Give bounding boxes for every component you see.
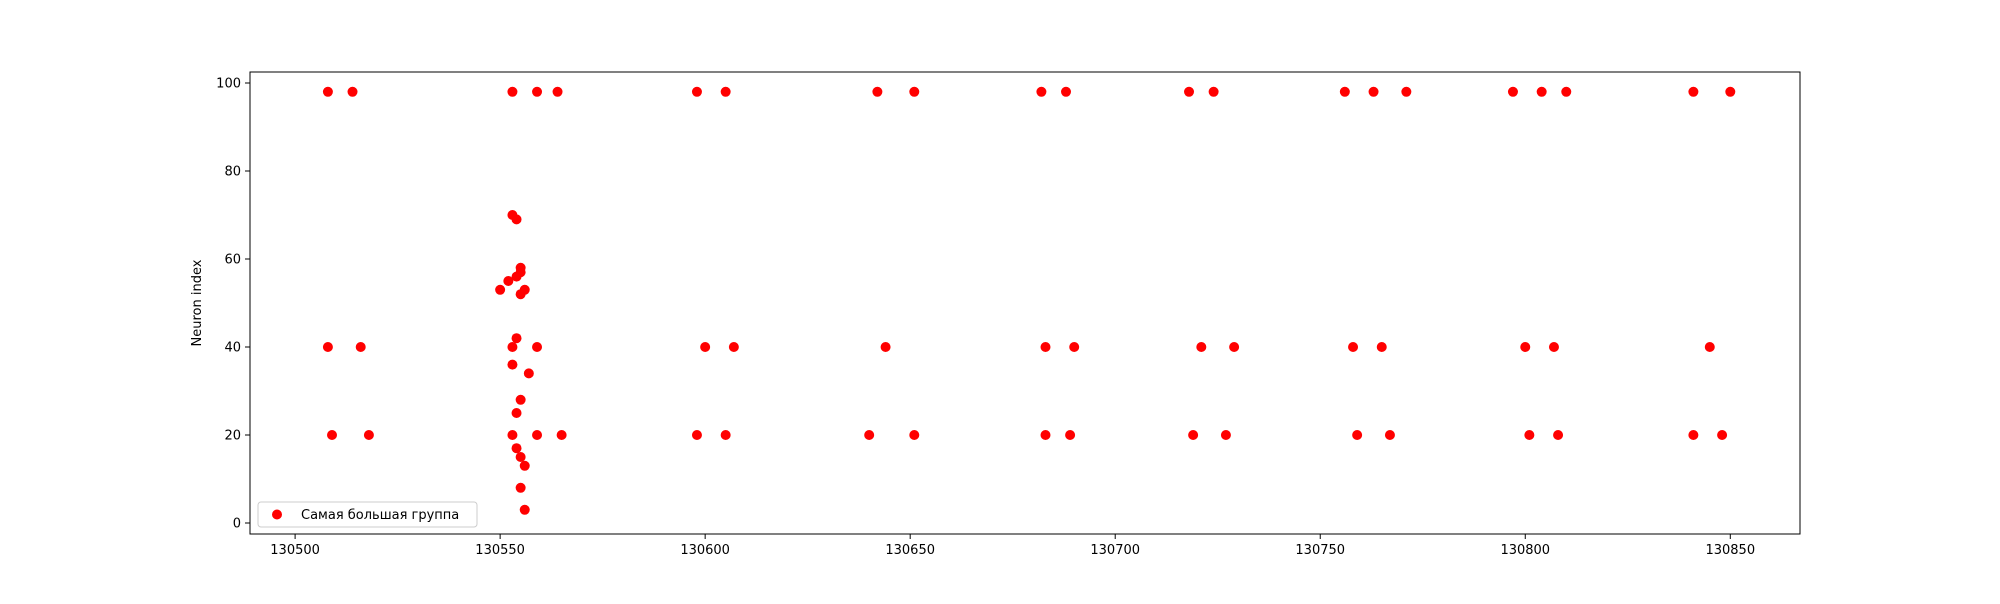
data-point bbox=[322, 342, 333, 352]
data-point bbox=[1376, 342, 1387, 352]
data-point bbox=[864, 430, 875, 440]
x-tick-label: 130750 bbox=[1295, 543, 1345, 558]
data-point bbox=[1348, 342, 1359, 352]
data-point bbox=[515, 262, 526, 273]
data-point bbox=[511, 333, 522, 344]
data-point bbox=[691, 86, 702, 97]
y-axis-label: Neuron index bbox=[190, 259, 205, 346]
y-tick-label: 80 bbox=[224, 165, 241, 180]
y-tick-label: 100 bbox=[216, 77, 241, 92]
data-point bbox=[1553, 430, 1564, 440]
data-point bbox=[507, 86, 518, 97]
data-point bbox=[552, 86, 563, 97]
data-point bbox=[720, 430, 731, 440]
data-point bbox=[327, 430, 338, 440]
data-point bbox=[1040, 342, 1051, 352]
data-point bbox=[519, 504, 530, 515]
data-point bbox=[523, 368, 534, 379]
data-point bbox=[1524, 430, 1535, 440]
data-point bbox=[1061, 86, 1072, 97]
data-point bbox=[363, 430, 374, 440]
data-point bbox=[1069, 342, 1080, 352]
data-point bbox=[1688, 86, 1699, 97]
data-point bbox=[880, 342, 891, 352]
data-point bbox=[347, 86, 358, 97]
data-point bbox=[322, 86, 333, 97]
y-tick-label: 20 bbox=[224, 429, 241, 444]
x-tick-label: 130550 bbox=[475, 543, 525, 558]
data-point bbox=[495, 284, 506, 295]
data-point bbox=[1036, 86, 1047, 97]
y-tick-label: 40 bbox=[224, 341, 241, 356]
data-point bbox=[556, 430, 567, 440]
data-point bbox=[1520, 342, 1531, 352]
data-point bbox=[532, 430, 543, 440]
x-tick-label: 130700 bbox=[1090, 543, 1140, 558]
legend-marker bbox=[272, 509, 282, 520]
data-point bbox=[519, 460, 530, 471]
data-point bbox=[503, 276, 514, 286]
data-point bbox=[532, 342, 543, 352]
data-point bbox=[507, 430, 518, 440]
data-point bbox=[1401, 86, 1412, 97]
data-point bbox=[1548, 342, 1559, 352]
y-tick-label: 60 bbox=[224, 253, 241, 268]
data-point bbox=[532, 86, 543, 97]
plot-area bbox=[250, 72, 1800, 534]
data-point bbox=[1704, 342, 1715, 352]
data-point bbox=[507, 342, 518, 352]
data-point bbox=[691, 430, 702, 440]
points-layer bbox=[322, 86, 1736, 515]
data-point bbox=[511, 408, 522, 418]
data-point bbox=[515, 394, 526, 405]
legend-label: Самая большая группа bbox=[301, 508, 459, 523]
data-point bbox=[1717, 430, 1728, 440]
data-point bbox=[507, 359, 518, 370]
data-point bbox=[1188, 430, 1199, 440]
x-tick-label: 130650 bbox=[885, 543, 935, 558]
data-point bbox=[1229, 342, 1240, 352]
x-tick-label: 130600 bbox=[680, 543, 730, 558]
x-tick-label: 130850 bbox=[1705, 543, 1755, 558]
data-point bbox=[1065, 430, 1076, 440]
data-point bbox=[515, 452, 526, 462]
data-point bbox=[1536, 86, 1547, 97]
data-point bbox=[511, 443, 522, 454]
data-point bbox=[1196, 342, 1207, 352]
data-point bbox=[872, 86, 883, 97]
data-point bbox=[1384, 430, 1395, 440]
data-point bbox=[700, 342, 711, 352]
data-point bbox=[355, 342, 366, 352]
x-tick-label: 130800 bbox=[1500, 543, 1550, 558]
data-point bbox=[1040, 430, 1051, 440]
data-point bbox=[720, 86, 731, 97]
axes-layer: 130500 130550 130600 130650 130700 130750 1308… bbox=[216, 77, 1755, 559]
x-tick-label: 130500 bbox=[270, 543, 320, 558]
data-point bbox=[728, 342, 739, 352]
data-point bbox=[1688, 430, 1699, 440]
legend: Самая большая группа bbox=[257, 501, 478, 528]
data-point bbox=[519, 284, 530, 295]
data-point bbox=[1208, 86, 1219, 97]
plot-frame bbox=[249, 71, 1801, 535]
data-point bbox=[909, 430, 920, 440]
legend-box bbox=[257, 501, 478, 528]
data-point bbox=[1352, 430, 1363, 440]
y-tick-label: 0 bbox=[233, 517, 241, 532]
data-point bbox=[1184, 86, 1195, 97]
data-point bbox=[1507, 86, 1518, 97]
data-point bbox=[1561, 86, 1572, 97]
data-point bbox=[1725, 86, 1736, 97]
data-point bbox=[1220, 430, 1231, 440]
data-point bbox=[909, 86, 920, 97]
data-point bbox=[1368, 86, 1379, 97]
data-point bbox=[1339, 86, 1350, 97]
data-point bbox=[511, 214, 522, 225]
data-point bbox=[515, 482, 526, 493]
